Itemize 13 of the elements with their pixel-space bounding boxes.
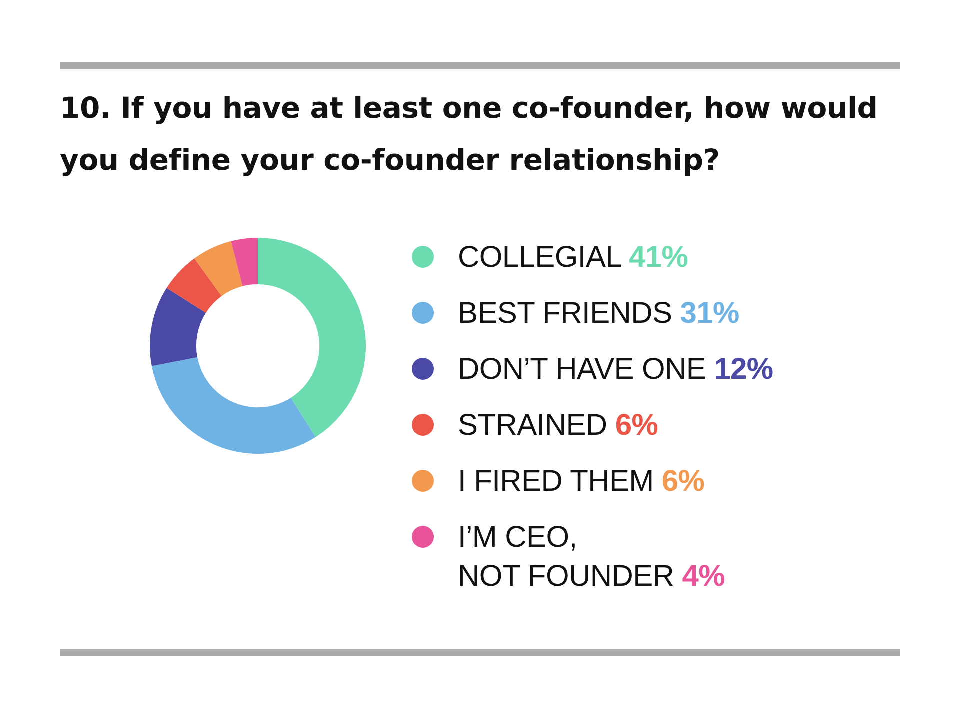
legend-label: I’M CEO, NOT FOUNDER [458, 521, 674, 593]
data-label: 6% [615, 409, 658, 442]
legend-label: BEST FRIENDS [458, 297, 672, 330]
legend-label: STRAINED [458, 409, 608, 442]
data-label: 4% [682, 560, 725, 593]
legend-label: COLLEGIAL [458, 241, 621, 274]
data-label: 31% [680, 297, 740, 330]
data-label: 12% [714, 353, 774, 386]
data-label: 41% [628, 241, 688, 274]
legend-label: DON’T HAVE ONE [458, 353, 706, 386]
legend-label: I FIRED THEM [458, 465, 654, 498]
chart-title: 10. If you have at least one co-founder, how would you define your co-founder relationship? [60, 90, 879, 179]
data-label: 6% [662, 465, 705, 498]
